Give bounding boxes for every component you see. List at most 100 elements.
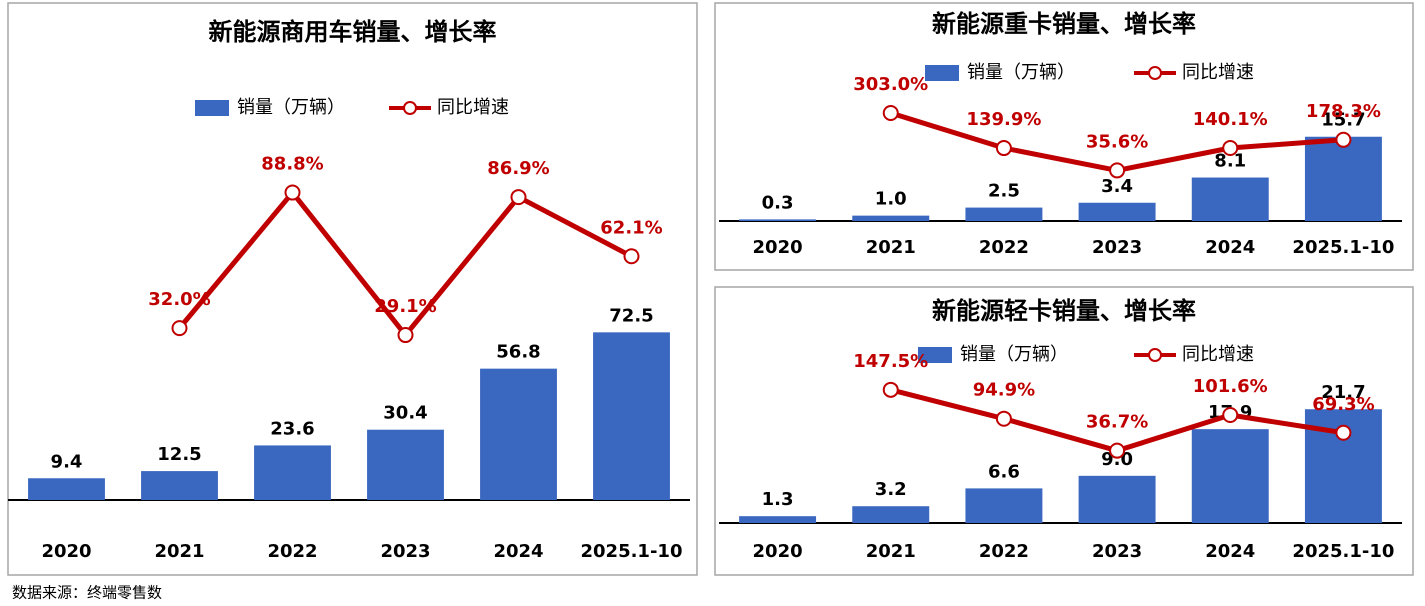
x-tick-label: 2020 (753, 237, 803, 258)
line-marker (623, 248, 640, 265)
x-tick-label: 2021 (154, 541, 204, 562)
bar (965, 207, 1043, 221)
bar (367, 429, 444, 500)
legend-label: 同比增速 (1182, 344, 1254, 365)
bar-label: 3.4 (1101, 176, 1133, 197)
bar-label: 0.3 (762, 192, 794, 213)
chart-title: 新能源商用车销量、增长率 (209, 18, 497, 46)
line-marker (284, 184, 301, 201)
line-marker (1109, 162, 1126, 179)
x-tick-label: 2024 (493, 541, 543, 562)
x-tick-label: 2024 (1205, 541, 1255, 562)
legend-label: 销量（万辆） (967, 62, 1075, 83)
legend-swatch (918, 347, 952, 363)
bar-label: 72.5 (609, 305, 653, 326)
x-tick-label: 2021 (866, 541, 916, 562)
x-tick-label: 2020 (753, 541, 803, 562)
bar (852, 215, 930, 221)
line-marker (995, 410, 1012, 427)
line-marker (1222, 139, 1239, 156)
bar (1191, 177, 1269, 221)
line-label: 88.8% (261, 154, 323, 175)
x-tick-label: 2023 (380, 541, 430, 562)
line-label: 147.5% (853, 351, 928, 372)
x-tick-label: 2022 (979, 541, 1029, 562)
bar-label: 12.5 (157, 444, 201, 465)
bar-label: 15.7 (1321, 110, 1365, 131)
bar (254, 445, 331, 500)
legend-swatch (403, 101, 417, 115)
line-marker (1109, 442, 1126, 459)
legend-swatch (195, 100, 229, 116)
line-marker (995, 140, 1012, 157)
legend-label: 同比增速 (437, 97, 509, 118)
bar-label: 56.8 (496, 342, 540, 363)
bar (28, 478, 105, 500)
chart-frame (714, 2, 1414, 271)
bar (739, 219, 817, 221)
line-label: 101.6% (1193, 376, 1268, 397)
chart-title: 新能源轻卡销量、增长率 (932, 297, 1196, 325)
line-label: 36.7% (1086, 412, 1148, 433)
line-label: 35.6% (1086, 131, 1148, 152)
bar (1078, 202, 1156, 221)
bar-label: 6.6 (988, 461, 1020, 482)
line-marker (1222, 407, 1239, 424)
line-marker (397, 327, 414, 344)
legend-swatch (1148, 66, 1162, 80)
bar (965, 488, 1043, 523)
bar (141, 471, 218, 500)
x-tick-label: 2025.1-10 (1292, 237, 1394, 258)
legend-label: 同比增速 (1182, 62, 1254, 83)
bar-label: 1.0 (875, 189, 907, 210)
line-label: 69.3% (1312, 394, 1374, 415)
line-label: 178.3% (1306, 101, 1381, 122)
x-tick-label: 2023 (1092, 237, 1142, 258)
bar (480, 368, 557, 500)
bar-label: 3.2 (875, 479, 907, 500)
bar (739, 516, 817, 523)
line-marker (510, 189, 527, 206)
source-note: 数据来源：终端零售数 (12, 584, 162, 602)
x-tick-label: 2024 (1205, 237, 1255, 258)
legend-label: 销量（万辆） (237, 97, 345, 118)
bar (852, 506, 930, 523)
bar-label: 21.7 (1321, 382, 1365, 403)
line-label: 32.0% (148, 289, 210, 310)
x-tick-label: 2020 (41, 541, 91, 562)
legend-swatch (925, 65, 959, 81)
bar (1078, 475, 1156, 523)
x-tick-label: 2025.1-10 (581, 541, 683, 562)
line-label: 29.1% (374, 296, 436, 317)
bar-label: 9.4 (51, 451, 83, 472)
line-label: 140.1% (1193, 109, 1268, 130)
x-tick-label: 2021 (866, 237, 916, 258)
line-label: 86.9% (487, 158, 549, 179)
chart-frame (7, 2, 698, 576)
x-tick-label: 2023 (1092, 541, 1142, 562)
x-tick-label: 2022 (267, 541, 317, 562)
chart-frame (714, 286, 1414, 576)
bar-label: 30.4 (383, 403, 427, 424)
line-label: 62.1% (600, 217, 662, 238)
chart-title: 新能源重卡销量、增长率 (932, 10, 1196, 38)
line-marker (882, 105, 899, 122)
x-tick-label: 2025.1-10 (1292, 541, 1394, 562)
bar-label: 9.0 (1101, 449, 1133, 470)
line-marker (1335, 424, 1352, 441)
bar-label: 2.5 (988, 181, 1020, 202)
x-tick-label: 2022 (979, 237, 1029, 258)
line-marker (882, 381, 899, 398)
bar (1191, 429, 1269, 523)
bar (1304, 136, 1382, 221)
legend-swatch (1148, 348, 1162, 362)
legend-label: 销量（万辆） (960, 344, 1068, 365)
bar (593, 332, 670, 500)
bar-label: 23.6 (270, 418, 314, 439)
bar-label: 1.3 (762, 489, 794, 510)
line-marker (1335, 131, 1352, 148)
line-label: 94.9% (973, 380, 1035, 401)
line-label: 139.9% (966, 109, 1041, 130)
bar-label: 8.1 (1214, 151, 1246, 172)
